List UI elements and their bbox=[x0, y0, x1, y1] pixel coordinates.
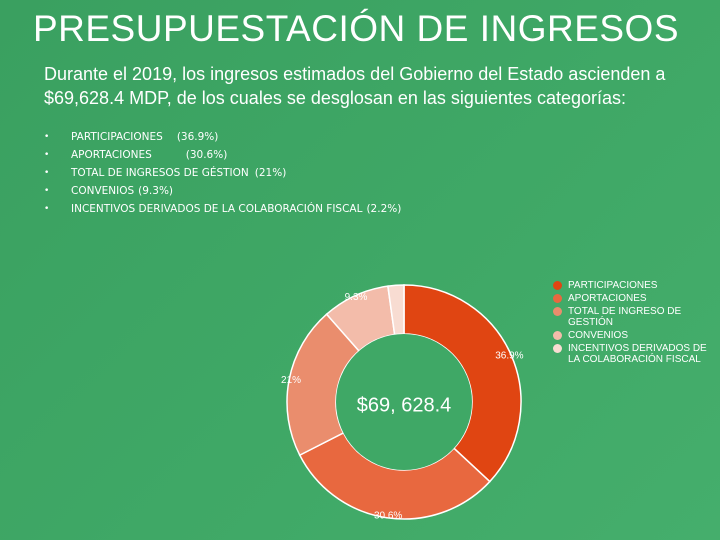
data-label-aportaciones: 30.6% bbox=[374, 511, 402, 522]
bullet-label: APORTACIONES bbox=[71, 149, 152, 161]
bullet-label: INCENTIVOS DERIVADOS DE LA COLABORACIÓN … bbox=[71, 203, 363, 215]
bullet-item-incentivos: • INCENTIVOS DERIVADOS DE LA COLABORACIÓN… bbox=[40, 200, 401, 218]
legend-label: TOTAL DE INGRESO DE GESTIÓN bbox=[568, 306, 682, 328]
legend-item-incentivos-derivados-de-la-colaboracion-fiscal: INCENTIVOS DERIVADOS DE LA COLABORACIÓN … bbox=[552, 343, 708, 365]
bullet-label: CONVENIOS bbox=[71, 185, 135, 197]
data-label-participaciones: 36.9% bbox=[495, 351, 523, 362]
category-bullet-list: • PARTICIPACIONES (36.9%) • APORTACIONES (30… bbox=[40, 128, 401, 218]
bullet-icon: • bbox=[44, 150, 50, 160]
legend-label: INCENTIVOS DERIVADOS DE LA COLABORACIÓN … bbox=[568, 343, 707, 365]
legend-swatch bbox=[553, 281, 562, 290]
legend-item-total-de-ingreso-de-gestion: TOTAL DE INGRESO DE GESTIÓN bbox=[552, 306, 708, 328]
legend-label: CONVENIOS bbox=[568, 330, 629, 341]
legend-swatch bbox=[553, 307, 562, 316]
bullet-icon: • bbox=[44, 132, 50, 142]
legend-swatch bbox=[553, 331, 562, 340]
data-label-convenios: 9.3% bbox=[345, 292, 368, 303]
donut-center-total: $69, 628.4 bbox=[357, 394, 452, 416]
bullet-percent: (30.6%) bbox=[185, 149, 228, 161]
legend-label: APORTACIONES bbox=[568, 293, 647, 304]
legend-swatch bbox=[553, 344, 562, 353]
legend-item-participaciones: PARTICIPACIONES bbox=[552, 280, 708, 291]
bullet-percent: (9.3%) bbox=[138, 185, 174, 197]
bullet-icon: • bbox=[44, 168, 50, 178]
legend-label: PARTICIPACIONES bbox=[568, 280, 658, 291]
bullet-icon: • bbox=[44, 204, 50, 214]
bullet-label: TOTAL DE INGRESOS DE GÉSTION bbox=[71, 167, 249, 179]
page-title: PRESUPUESTACIÓN DE INGRESOS bbox=[32, 8, 680, 49]
legend-swatch bbox=[553, 294, 562, 303]
bullet-item-convenios: • CONVENIOS (9.3%) bbox=[40, 182, 401, 200]
bullet-label: PARTICIPACIONES bbox=[71, 131, 163, 143]
data-label-total-de-ingreso-de-gestion: 21% bbox=[281, 375, 301, 386]
bullet-percent: (2.2%) bbox=[366, 203, 402, 215]
bullet-percent: (21%) bbox=[254, 167, 287, 179]
chart-legend: PARTICIPACIONES APORTACIONES TOTAL DE INGR… bbox=[552, 280, 708, 367]
legend-item-aportaciones: APORTACIONES bbox=[552, 293, 708, 304]
bullet-percent: (36.9%) bbox=[176, 131, 219, 143]
bullet-item-ingresos-gestion: • TOTAL DE INGRESOS DE GÉSTION (21%) bbox=[40, 164, 401, 182]
intro-paragraph: Durante el 2019, los ingresos estimados … bbox=[44, 64, 666, 108]
legend-item-convenios: CONVENIOS bbox=[552, 330, 708, 341]
bullet-icon: • bbox=[44, 186, 50, 196]
bullet-item-participaciones: • PARTICIPACIONES (36.9%) bbox=[40, 128, 401, 146]
donut-hole bbox=[336, 334, 472, 470]
bullet-item-aportaciones: • APORTACIONES (30.6%) bbox=[40, 146, 401, 164]
